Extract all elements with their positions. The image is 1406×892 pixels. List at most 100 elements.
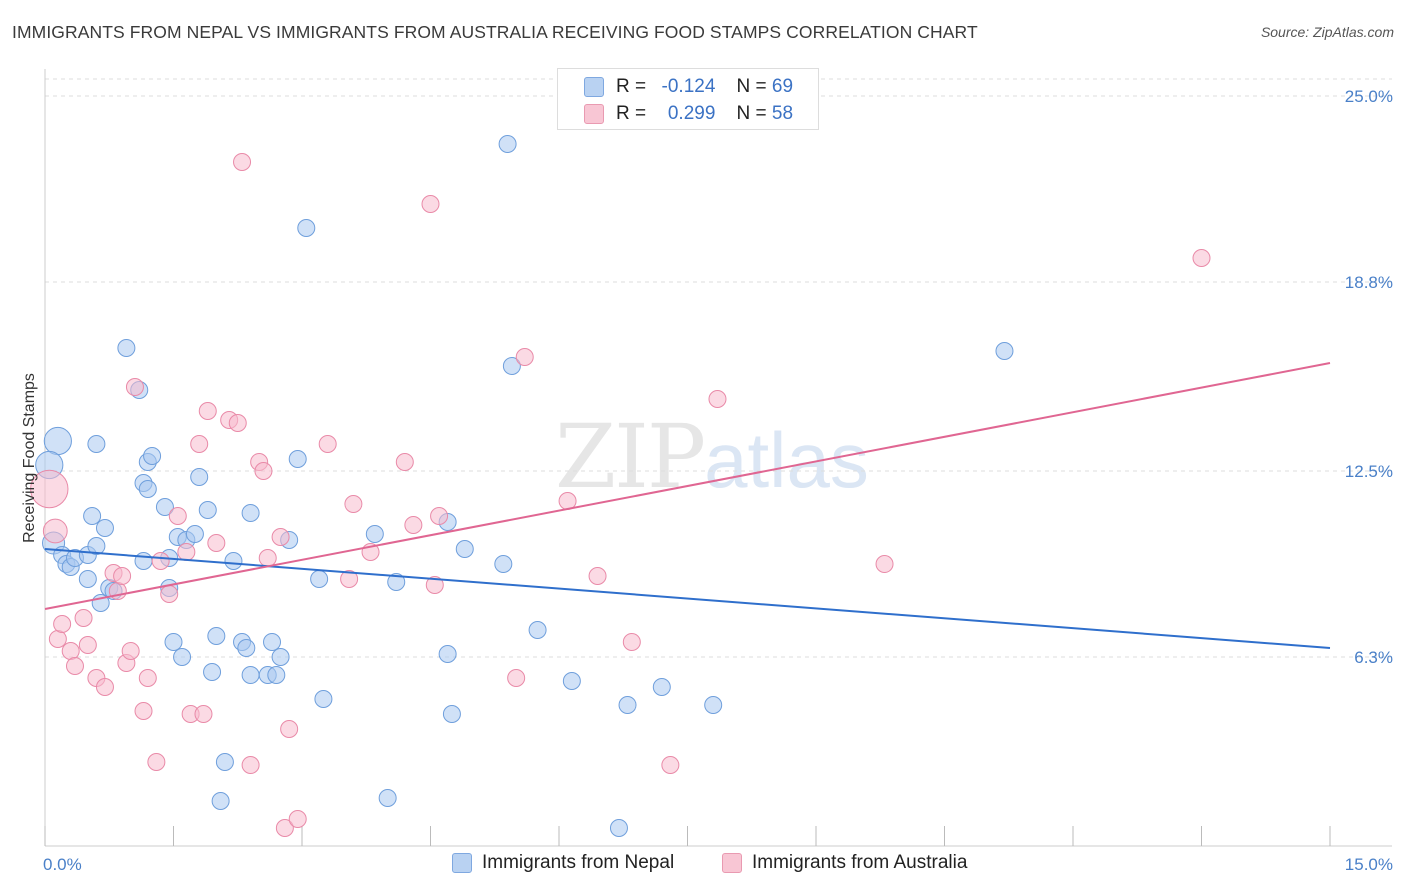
nepal-point	[173, 648, 192, 666]
legend-n-value: 69	[771, 76, 794, 97]
australia-point	[318, 435, 337, 453]
legend-n-value: 58	[771, 103, 794, 124]
australia-point	[708, 390, 727, 408]
nepal-point	[78, 570, 97, 588]
legend-item-label: Immigrants from Nepal	[482, 852, 675, 873]
australia-point	[53, 615, 72, 633]
australia-point	[622, 633, 641, 651]
nepal-point	[87, 435, 106, 453]
australia-point	[515, 348, 534, 366]
australia-trend-line	[44, 362, 1331, 610]
legend-n-label: N =	[736, 76, 767, 97]
australia-point	[61, 642, 80, 660]
nepal-point	[143, 447, 162, 465]
australia-point	[194, 705, 213, 723]
chart-title: IMMIGRANTS FROM NEPAL VS IMMIGRANTS FROM…	[12, 22, 978, 42]
legend-swatch-pink	[722, 853, 742, 873]
australia-point	[190, 435, 209, 453]
nepal-point	[378, 789, 397, 807]
nepal-point	[438, 645, 457, 663]
australia-point	[233, 153, 252, 171]
nepal-point	[215, 753, 234, 771]
nepal-point	[207, 627, 226, 645]
nepal-point	[267, 666, 286, 684]
nepal-point	[704, 696, 723, 714]
nepal-point	[498, 135, 517, 153]
australia-point	[430, 507, 449, 525]
australia-point	[198, 402, 217, 420]
nepal-point	[263, 633, 282, 651]
australia-point	[340, 570, 359, 588]
australia-point	[875, 555, 894, 573]
legend-row-nepal: R = -0.124 N = 69	[584, 74, 793, 100]
nepal-point	[164, 633, 183, 651]
nepal-point	[211, 792, 230, 810]
nepal-point	[288, 450, 307, 468]
nepal-point	[185, 525, 204, 543]
australia-point	[404, 516, 423, 534]
australia-point	[160, 585, 179, 603]
trend-lines	[44, 362, 1331, 649]
nepal-point	[87, 537, 106, 555]
australia-point	[241, 756, 260, 774]
nepal-point	[387, 573, 406, 591]
y-axis-label: Receiving Food Stamps	[21, 373, 38, 543]
nepal-point	[241, 666, 260, 684]
australia-point	[168, 507, 187, 525]
australia-point	[113, 567, 132, 585]
nepal-point	[134, 552, 153, 570]
watermark: ZIPatlas	[555, 405, 869, 508]
australia-point	[275, 819, 294, 837]
nepal-point	[562, 672, 581, 690]
australia-point	[177, 543, 196, 561]
australia-point	[42, 518, 68, 544]
series-australia-points	[30, 153, 1211, 837]
legend-swatch-pink	[584, 104, 604, 124]
legend-r-value: -0.124	[661, 76, 716, 97]
nepal-point	[652, 678, 671, 696]
nepal-point	[271, 648, 290, 666]
australia-point	[1192, 249, 1211, 267]
nepal-point	[138, 480, 157, 498]
australia-point	[207, 534, 226, 552]
source-credit: Source: ZipAtlas.com	[1260, 24, 1394, 40]
x-tick-label: 15.0%	[1345, 855, 1393, 874]
nepal-point	[43, 426, 72, 456]
nepal-point	[83, 507, 102, 525]
y-tick-label: 12.5%	[1345, 462, 1393, 481]
legend-item-australia[interactable]: Immigrants from Australia	[722, 852, 967, 874]
watermark-atlas: atlas	[704, 416, 869, 504]
australia-point	[134, 702, 153, 720]
legend-row-australia: R = 0.299 N = 58	[584, 101, 793, 127]
australia-point	[121, 642, 140, 660]
australia-point	[425, 576, 444, 594]
australia-point	[254, 462, 273, 480]
australia-point	[421, 195, 440, 213]
watermark-zip: ZIP	[555, 405, 706, 508]
nepal-point	[190, 468, 209, 486]
y-tick-label: 6.3%	[1354, 648, 1393, 667]
correlation-legend: R = -0.124 N = 69 R = 0.299 N = 58	[557, 68, 819, 130]
australia-point	[588, 567, 607, 585]
legend-swatch-blue	[584, 77, 604, 97]
australia-point	[147, 753, 166, 771]
legend-n-label: N =	[736, 103, 767, 124]
nepal-point	[618, 696, 637, 714]
nepal-point	[297, 219, 316, 237]
series-legend: Immigrants from Nepal Immigrants from Au…	[0, 852, 1406, 878]
y-tick-label: 18.8%	[1345, 273, 1393, 292]
nepal-point	[155, 498, 174, 516]
nepal-point	[310, 570, 329, 588]
australia-point	[74, 609, 93, 627]
y-tick-label: 25.0%	[1345, 87, 1393, 106]
nepal-point	[117, 339, 136, 357]
australia-point	[138, 669, 157, 687]
nepal-point	[494, 555, 513, 573]
nepal-point	[528, 621, 547, 639]
australia-point	[507, 669, 526, 687]
australia-point	[228, 414, 247, 432]
australia-point	[151, 552, 170, 570]
legend-item-nepal[interactable]: Immigrants from Nepal	[452, 852, 674, 874]
legend-r-label: R =	[616, 76, 647, 97]
